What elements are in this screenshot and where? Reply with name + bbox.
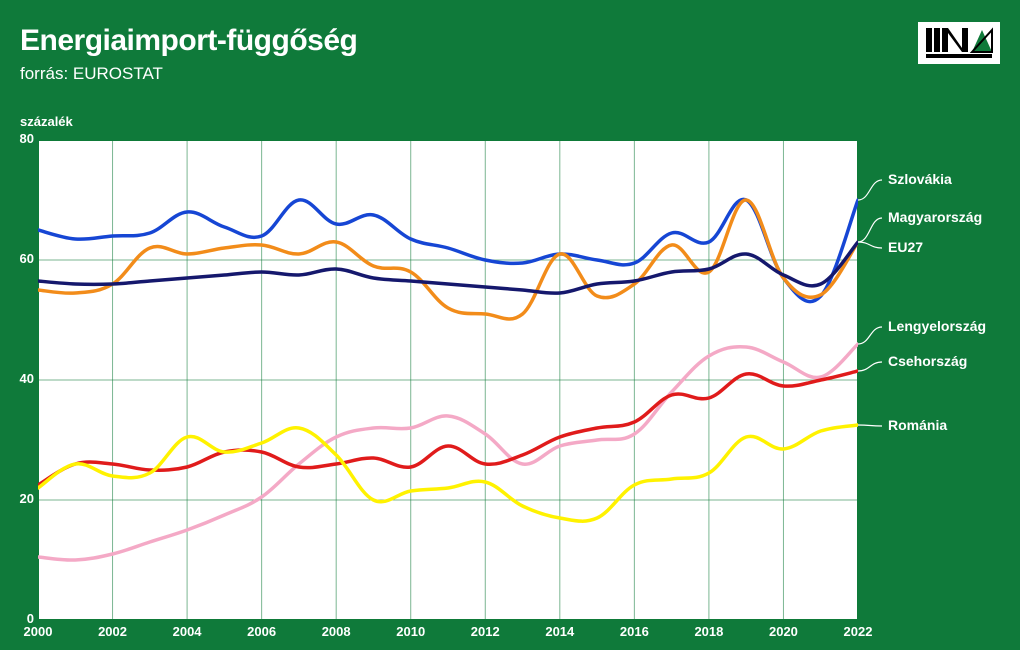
y-tick-80: 80 — [10, 131, 34, 146]
x-tick-2006: 2006 — [238, 624, 286, 639]
legend-label-szlovakia: Szlovákia — [888, 171, 952, 187]
series-romania — [38, 425, 858, 521]
chart-svg — [38, 140, 858, 620]
y-tick-20: 20 — [10, 491, 34, 506]
x-tick-2018: 2018 — [685, 624, 733, 639]
subtitle-prefix: forrás: — [20, 64, 73, 83]
legend-label-csehorszag: Csehország — [888, 353, 967, 369]
series-lengyelorszag — [38, 344, 858, 560]
y-axis-label: százalék — [20, 114, 73, 129]
legend-connector-magyarorszag — [858, 218, 882, 242]
series-csehorszag — [38, 371, 858, 485]
x-tick-2008: 2008 — [312, 624, 360, 639]
legend-connector-szlovakia — [858, 180, 882, 200]
chart-subtitle: forrás: EUROSTAT — [20, 64, 1000, 84]
chart-title: Energiaimport-függőség — [20, 24, 1000, 58]
legend-label-romania: Románia — [888, 417, 947, 433]
chart-area — [38, 140, 858, 620]
x-tick-2002: 2002 — [89, 624, 137, 639]
x-tick-2010: 2010 — [387, 624, 435, 639]
legend-label-magyarorszag: Magyarország — [888, 209, 982, 225]
chart-header: Energiaimport-függőség forrás: EUROSTAT — [0, 0, 1020, 84]
legend-connector-lengyelorszag — [858, 327, 882, 344]
subtitle-source: EUROSTAT — [73, 64, 163, 83]
x-tick-2004: 2004 — [163, 624, 211, 639]
x-tick-2012: 2012 — [461, 624, 509, 639]
x-tick-2022: 2022 — [834, 624, 882, 639]
legend-connector-csehorszag — [858, 362, 882, 371]
legend-connector-romania — [858, 425, 882, 426]
legend-label-eu27: EU27 — [888, 239, 923, 255]
y-tick-40: 40 — [10, 371, 34, 386]
x-tick-2000: 2000 — [14, 624, 62, 639]
x-tick-2016: 2016 — [610, 624, 658, 639]
x-tick-2020: 2020 — [759, 624, 807, 639]
legend-connector-eu27 — [858, 242, 882, 248]
x-tick-2014: 2014 — [536, 624, 584, 639]
y-tick-60: 60 — [10, 251, 34, 266]
publisher-logo — [918, 22, 1000, 64]
legend-label-lengyelorszag: Lengyelország — [888, 318, 986, 334]
